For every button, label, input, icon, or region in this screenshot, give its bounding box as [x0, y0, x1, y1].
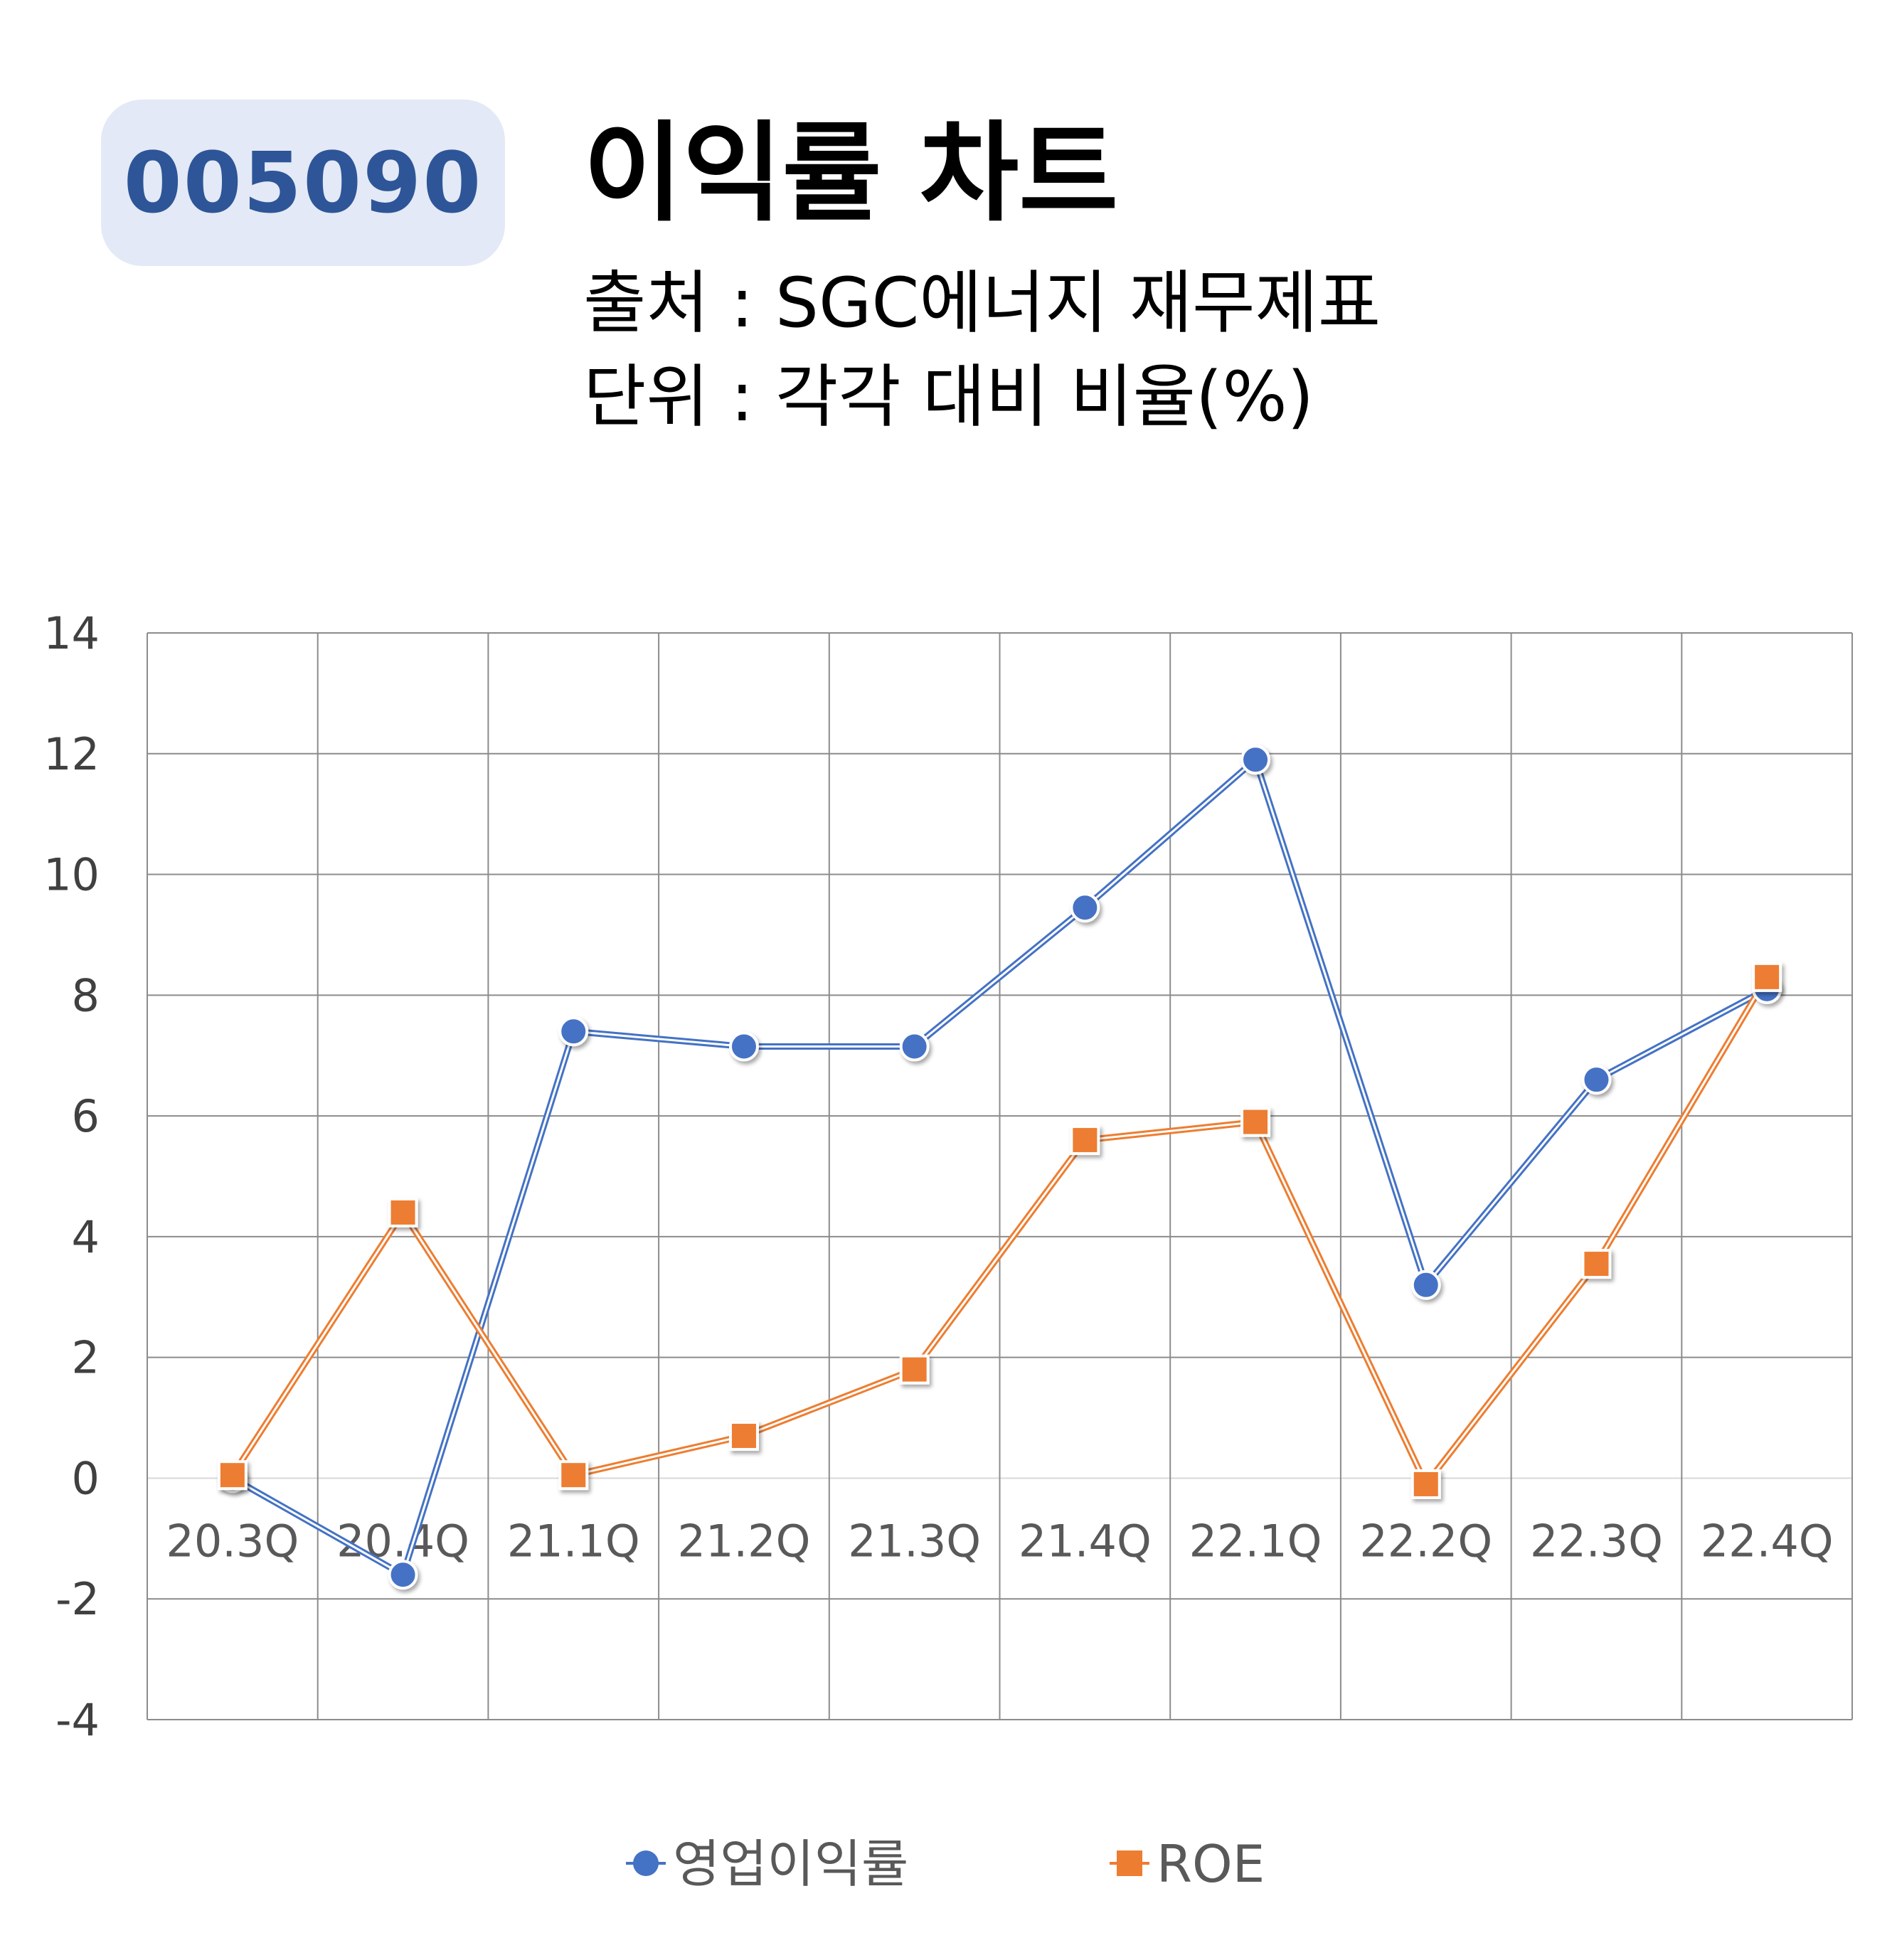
x-tick-label: 20.4Q [336, 1515, 469, 1567]
point-roe [558, 1460, 589, 1491]
legend-marker-circle [633, 1850, 659, 1876]
point-operating-margin [388, 1560, 418, 1590]
point-operating-margin [1070, 893, 1100, 923]
y-tick-label: 8 [72, 969, 100, 1021]
legend-marker-square [1117, 1850, 1142, 1876]
x-tick-label: 22.1Q [1189, 1515, 1322, 1567]
point-operating-margin [899, 1031, 930, 1062]
point-operating-margin [1581, 1065, 1612, 1095]
series-line-inner [232, 758, 1768, 1576]
y-tick-label: 4 [72, 1211, 100, 1263]
y-tick-label: 12 [43, 728, 100, 780]
point-operating-margin [728, 1031, 759, 1062]
x-tick-label: 22.2Q [1359, 1515, 1492, 1567]
point-operating-margin [1410, 1269, 1441, 1300]
point-roe [1410, 1469, 1441, 1499]
legend-label: 영업이익률 [673, 1834, 908, 1894]
y-tick-label: -4 [55, 1694, 100, 1746]
point-roe [1240, 1107, 1271, 1137]
point-roe [1752, 962, 1782, 992]
point-roe [1581, 1249, 1612, 1279]
x-tick-label: 22.3Q [1530, 1515, 1663, 1567]
point-roe [217, 1460, 248, 1491]
x-tick-label: 20.3Q [166, 1515, 299, 1567]
chart-title: 이익률 차트 [583, 110, 1119, 236]
point-roe [1070, 1125, 1100, 1156]
y-tick-label: -2 [55, 1573, 100, 1625]
series-line-inner [231, 976, 1768, 1486]
point-roe [899, 1354, 930, 1385]
point-roe [728, 1421, 759, 1452]
point-roe [388, 1197, 418, 1227]
point-operating-margin [1240, 745, 1271, 775]
point-operating-margin [558, 1016, 589, 1047]
x-tick-label: 21.2Q [678, 1515, 811, 1567]
x-tick-label: 21.1Q [507, 1515, 640, 1567]
x-tick-label: 21.4Q [1019, 1515, 1152, 1567]
ticker-code: 005090 [123, 134, 483, 232]
y-tick-label: 2 [72, 1332, 100, 1384]
y-tick-label: 6 [72, 1090, 100, 1142]
source-note: 출처 : SGC에너지 재무제표 [583, 263, 1381, 343]
x-tick-label: 22.4Q [1701, 1515, 1834, 1567]
unit-note: 단위 : 각각 대비 비율(%) [583, 357, 1314, 437]
ticker-badge: 005090 [101, 100, 505, 266]
y-tick-label: 10 [43, 849, 100, 901]
x-tick-label: 21.3Q [848, 1515, 981, 1567]
y-tick-label: 0 [72, 1452, 100, 1504]
legend-label: ROE [1157, 1834, 1265, 1894]
y-tick-label: 14 [43, 607, 100, 659]
